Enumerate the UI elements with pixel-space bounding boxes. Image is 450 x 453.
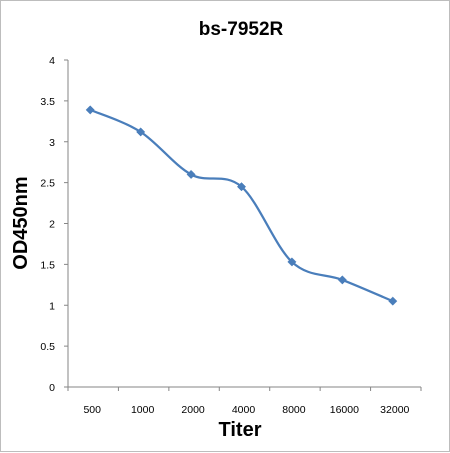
y-tick-label: 0 — [49, 382, 55, 394]
axes — [67, 60, 421, 388]
x-tick-label: 32000 — [380, 404, 409, 416]
data-point-marker — [337, 275, 347, 285]
x-tick-label: 1000 — [131, 404, 155, 416]
y-tick-label: 3.5 — [40, 96, 55, 108]
data-point-marker — [136, 127, 146, 137]
y-tick-label: 3 — [49, 137, 55, 149]
series-line — [89, 108, 394, 303]
data-point-marker — [85, 105, 95, 115]
y-tick-label: 1 — [49, 300, 55, 312]
y-tick-label: 0.5 — [40, 341, 55, 353]
x-tick-label: 500 — [83, 404, 101, 416]
chart-title: bs-7952R — [199, 19, 284, 40]
y-tick-label: 1.5 — [40, 259, 55, 271]
x-tick-labels: 500 1000 2000 4000 8000 16000 32000 — [67, 387, 422, 416]
y-tick-labels: 0 0.5 1 1.5 2 2.5 3 3.5 4 — [40, 55, 68, 394]
x-tick-label: 16000 — [330, 404, 359, 416]
data-point-marker — [287, 257, 297, 267]
y-tick-label: 2 — [49, 219, 55, 231]
y-tick-label: 2.5 — [40, 178, 55, 190]
x-axis-title: Titer — [219, 419, 262, 441]
data-point-marker — [186, 169, 196, 180]
data-point-marker — [388, 296, 398, 306]
y-tick-label: 4 — [49, 55, 55, 67]
data-point-marker — [236, 182, 247, 192]
x-tick-label: 2000 — [181, 404, 205, 416]
y-axis-title: OD450nm — [10, 176, 32, 269]
x-tick-label: 8000 — [282, 404, 306, 416]
x-tick-label: 4000 — [232, 404, 256, 416]
series-markers — [85, 105, 398, 306]
